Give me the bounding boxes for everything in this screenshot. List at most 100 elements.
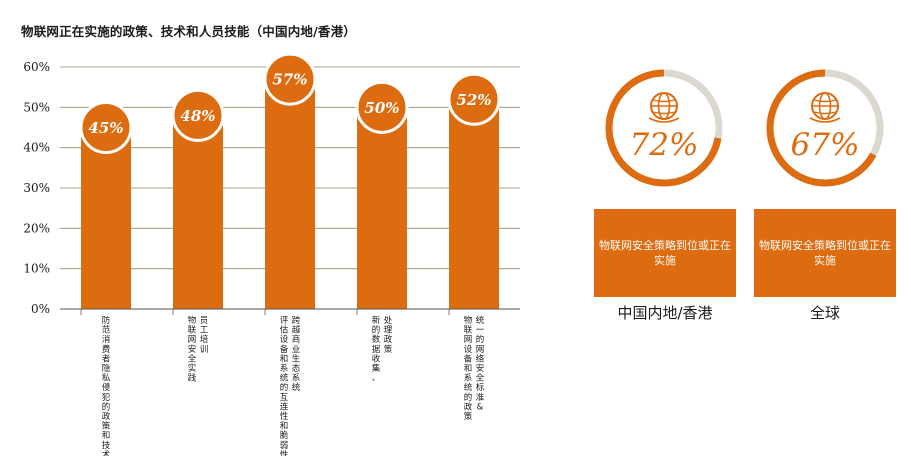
region-label-china: 中国内地/香港 bbox=[617, 304, 713, 322]
x-category-label: 消 bbox=[102, 334, 111, 345]
bar bbox=[81, 127, 131, 309]
bar bbox=[173, 115, 223, 310]
x-category-label: 犯 bbox=[102, 392, 111, 403]
x-category-label: 的 bbox=[372, 325, 381, 336]
globe-latitude bbox=[813, 111, 837, 115]
x-category-label: 设 bbox=[464, 344, 473, 355]
x-category-label: 和 bbox=[102, 431, 111, 441]
donut-box-global: 物联网安全策略到位或正在实施 bbox=[754, 209, 896, 297]
x-category-label: 全 bbox=[476, 373, 485, 384]
x-category-label: 的 bbox=[464, 392, 473, 403]
x-category-label: 、 bbox=[372, 374, 381, 384]
x-category-label: 估 bbox=[280, 325, 289, 336]
x-category-label: 术 bbox=[102, 449, 111, 456]
x-category-label: 弱 bbox=[280, 441, 289, 451]
x-category-label: 统 bbox=[280, 373, 289, 384]
x-category-label: 一 bbox=[476, 326, 485, 336]
x-category-label: 工 bbox=[200, 326, 209, 336]
bar-value-label: 48% bbox=[180, 107, 215, 125]
x-category-label: 策 bbox=[384, 344, 393, 355]
x-category-label: 物 bbox=[464, 315, 473, 326]
globe-icon bbox=[809, 92, 841, 123]
x-category-label: 性 bbox=[280, 449, 289, 456]
bar-value-badge bbox=[263, 52, 317, 106]
x-category-label: 和 bbox=[280, 354, 289, 364]
globe-latitude bbox=[652, 111, 676, 115]
x-category-label: 技 bbox=[102, 440, 111, 451]
x-category-label: 费 bbox=[102, 344, 111, 355]
x-category-label: & bbox=[477, 402, 484, 412]
x-category-label: 和 bbox=[280, 422, 289, 432]
y-tick-label: 30% bbox=[23, 181, 50, 195]
globe-stand bbox=[809, 117, 841, 123]
x-category-label: 的 bbox=[476, 334, 485, 345]
donut-box-china: 物联网安全策略到位或正在实施 bbox=[594, 209, 736, 297]
x-category-label: 者 bbox=[102, 354, 111, 364]
x-category-label: 性 bbox=[280, 411, 289, 422]
x-category-label: 业 bbox=[292, 344, 301, 355]
x-category-label: 越 bbox=[292, 325, 301, 336]
bar-value-badge bbox=[355, 80, 409, 134]
x-category-label: 全 bbox=[188, 353, 197, 364]
x-category-label: 训 bbox=[200, 345, 209, 355]
x-category-label: 理 bbox=[384, 326, 393, 336]
x-category-label: 处 bbox=[384, 315, 393, 326]
x-category-label: 的 bbox=[280, 382, 289, 393]
bar-value-badge bbox=[171, 88, 225, 142]
x-category-label: 网 bbox=[464, 335, 473, 345]
x-category-label: 系 bbox=[292, 373, 301, 384]
bar-value-label: 50% bbox=[364, 99, 399, 117]
x-category-label: 生 bbox=[292, 353, 301, 364]
bar-value-label: 52% bbox=[456, 91, 491, 109]
x-category-label: 和 bbox=[464, 364, 473, 374]
x-category-label: 政 bbox=[384, 334, 393, 345]
x-category-label: 态 bbox=[292, 363, 301, 374]
donut-value-arc bbox=[605, 69, 723, 187]
x-category-label: 数 bbox=[372, 334, 381, 345]
y-tick-label: 10% bbox=[23, 262, 50, 276]
x-category-label: 集 bbox=[372, 363, 381, 374]
y-tick-label: 20% bbox=[23, 221, 50, 235]
bar-value-label: 57% bbox=[272, 71, 307, 89]
bar-value-badge bbox=[79, 101, 133, 154]
chart-title: 物联网正在实施的政策、技术和人员技能（中国内地/香港） bbox=[21, 24, 356, 39]
region-label-global: 全球 bbox=[809, 304, 840, 322]
x-category-label: 收 bbox=[372, 353, 381, 364]
x-category-label: 新 bbox=[372, 315, 381, 326]
bar bbox=[357, 107, 407, 309]
bar-value-badge bbox=[447, 72, 501, 126]
donut-value-label: 67% bbox=[791, 127, 860, 163]
globe-stand bbox=[648, 117, 680, 123]
x-category-label: 的 bbox=[102, 401, 111, 412]
x-category-label: 络 bbox=[476, 353, 485, 364]
y-tick-label: 50% bbox=[23, 100, 50, 114]
x-category-label: 评 bbox=[280, 316, 289, 326]
x-category-label: 系 bbox=[464, 373, 473, 384]
y-tick-label: 40% bbox=[23, 141, 50, 155]
x-category-label: 商 bbox=[292, 334, 301, 345]
globe-latitude bbox=[813, 99, 837, 103]
x-category-label: 安 bbox=[476, 363, 485, 374]
bar bbox=[265, 79, 315, 309]
x-category-label: 统 bbox=[464, 382, 473, 393]
globe-latitude bbox=[652, 99, 676, 103]
x-category-label: 物 bbox=[188, 315, 197, 326]
x-category-label: 连 bbox=[280, 401, 289, 412]
x-category-label: 实 bbox=[188, 363, 197, 374]
x-category-label: 培 bbox=[200, 334, 209, 345]
x-category-label: 策 bbox=[464, 411, 473, 422]
donut-value-arc bbox=[766, 69, 884, 187]
x-category-label: 准 bbox=[476, 392, 485, 403]
x-category-label: 践 bbox=[188, 373, 197, 384]
x-category-label: 统 bbox=[292, 382, 301, 393]
x-category-label: 网 bbox=[188, 335, 197, 345]
x-category-label: 跨 bbox=[292, 316, 301, 326]
x-category-label: 侵 bbox=[102, 382, 111, 393]
bar-value-label: 45% bbox=[88, 119, 123, 137]
x-category-label: 备 bbox=[280, 344, 289, 355]
x-category-label: 系 bbox=[280, 363, 289, 374]
x-category-label: 安 bbox=[188, 344, 197, 355]
x-category-label: 政 bbox=[464, 401, 473, 412]
y-tick-label: 60% bbox=[23, 60, 50, 74]
